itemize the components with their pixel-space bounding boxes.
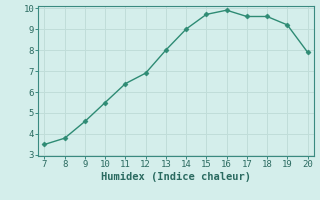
X-axis label: Humidex (Indice chaleur): Humidex (Indice chaleur) bbox=[101, 172, 251, 182]
